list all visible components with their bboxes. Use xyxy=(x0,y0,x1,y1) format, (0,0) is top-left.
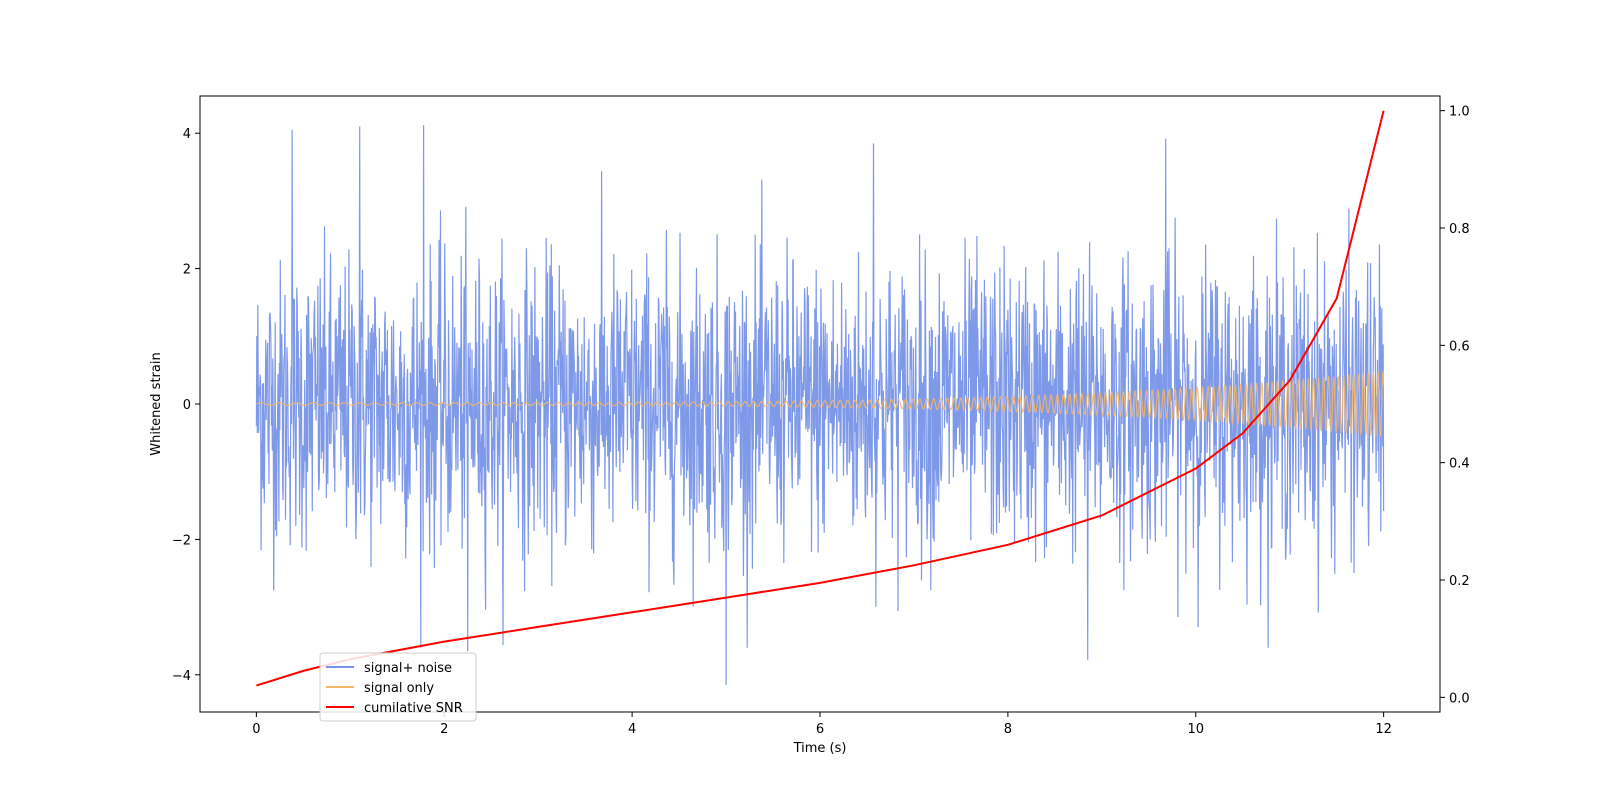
x-tick-label: 2 xyxy=(440,722,448,737)
y2-tick-label: 0.0 xyxy=(1449,691,1470,706)
x-tick-label: 4 xyxy=(628,722,636,737)
y-tick-label: −4 xyxy=(172,669,191,684)
y-axis-label: Whitened strain xyxy=(149,352,164,455)
x-tick-label: 0 xyxy=(252,722,260,737)
y-axis-left: −4 −2 0 2 4 xyxy=(172,127,200,684)
legend-label-signal-noise: signal+ noise xyxy=(364,661,452,676)
x-tick-label: 10 xyxy=(1187,722,1204,737)
y-axis-right: 0.0 0.2 0.4 0.6 0.8 1.0 xyxy=(1440,105,1470,706)
legend-box xyxy=(319,652,477,722)
legend-label-cumulative-snr: cumilative SNR xyxy=(364,701,463,716)
legend: signal+ noise signal only cumilative SNR xyxy=(319,652,477,722)
y-tick-label: −2 xyxy=(172,533,191,548)
x-tick-label: 8 xyxy=(1004,722,1012,737)
x-tick-label: 12 xyxy=(1375,722,1392,737)
y2-tick-label: 1.0 xyxy=(1449,105,1470,120)
y-tick-label: 0 xyxy=(183,398,191,413)
y2-tick-label: 0.2 xyxy=(1449,574,1470,589)
plot-area xyxy=(255,110,1385,687)
y2-tick-label: 0.4 xyxy=(1449,457,1470,472)
y2-tick-label: 0.6 xyxy=(1449,339,1470,354)
series-signal-only xyxy=(256,370,1385,438)
x-axis: 0 2 4 6 8 10 12 xyxy=(252,712,1392,737)
y-tick-label: 4 xyxy=(183,127,191,142)
series-signal-noise xyxy=(255,125,1385,685)
x-axis-label: Time (s) xyxy=(793,741,847,756)
series-cumulative-snr xyxy=(256,110,1385,687)
y2-tick-label: 0.8 xyxy=(1449,222,1470,237)
x-tick-label: 6 xyxy=(816,722,824,737)
y-tick-label: 2 xyxy=(183,263,191,278)
legend-label-signal-only: signal only xyxy=(364,681,434,696)
